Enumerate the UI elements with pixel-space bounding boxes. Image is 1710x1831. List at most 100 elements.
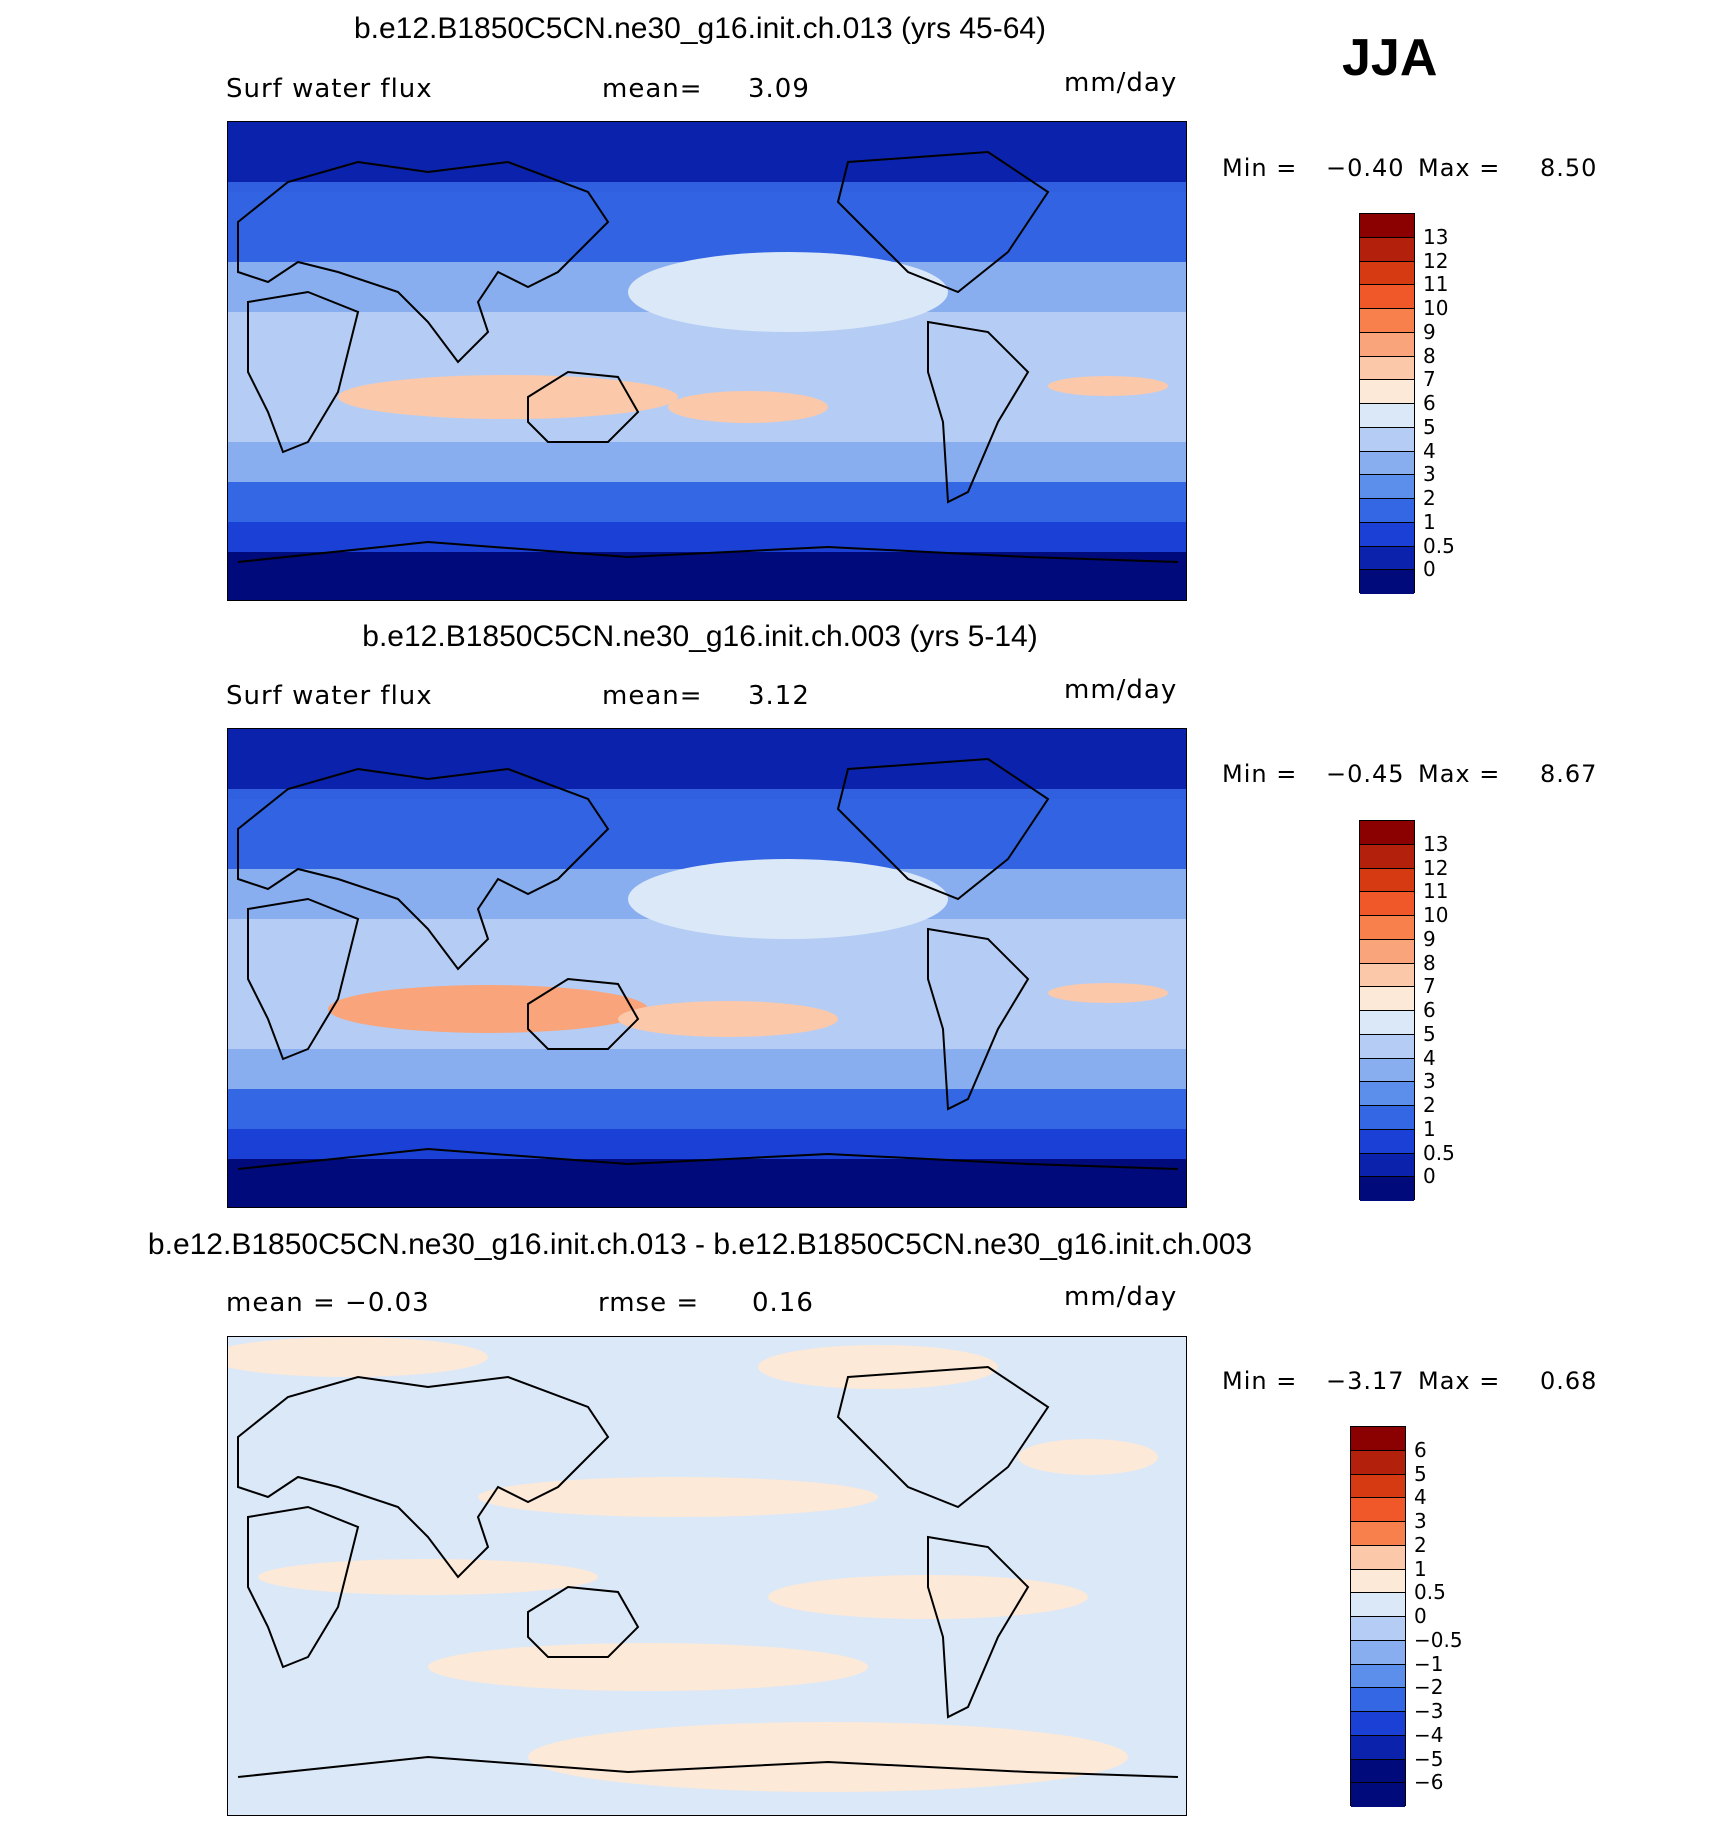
colorbar-segment (1360, 404, 1414, 428)
colorbar-segment (1351, 1522, 1405, 1546)
eurasia-coast (237, 160, 610, 364)
colorbar-segment (1360, 214, 1414, 238)
colorbar-tick-label: 0.5 (1414, 1580, 1446, 1605)
colorbar-tick-label: 0.5 (1423, 533, 1455, 558)
atlantic-warm-band (1048, 983, 1168, 1003)
panel-2-max-label: Max = (1418, 760, 1501, 788)
diff-warm-patch (478, 1477, 878, 1517)
colorbar-tick-label: 5 (1414, 1461, 1427, 1486)
panel-3-mean-text: mean = −0.03 (226, 1288, 430, 1318)
panel-1-colorbar (1359, 213, 1415, 594)
panel-1-field-label: Surf water flux (226, 74, 433, 104)
colorbar-segment (1360, 1082, 1414, 1106)
colorbar-tick-label: 3 (1423, 462, 1436, 487)
indian-ocean-warm-band (338, 375, 678, 419)
midlat-north-band (228, 182, 1186, 272)
panel-1-units: mm/day (1064, 68, 1178, 98)
colorbar-segment (1351, 1450, 1405, 1475)
south-america-coast (927, 320, 1030, 504)
colorbar-segment (1360, 1129, 1414, 1154)
colorbar-tick-label: 5 (1423, 1021, 1436, 1046)
diff-warm-patch (528, 1722, 1128, 1792)
colorbar-segment (1360, 987, 1414, 1011)
colorbar-tick-label: 8 (1423, 950, 1436, 975)
panel-3-map (227, 1336, 1187, 1816)
colorbar-tick-label: −5 (1414, 1746, 1444, 1771)
diff-warm-patch (768, 1575, 1088, 1619)
panel-3-map-svg (228, 1337, 1186, 1815)
colorbar-tick-label: 4 (1423, 1045, 1436, 1070)
colorbar-segment (1351, 1664, 1405, 1689)
colorbar-segment (1360, 356, 1414, 381)
panel-1-min-value: −0.40 (1326, 154, 1405, 182)
australia-coast (527, 1585, 640, 1658)
antarctica-coast (237, 1755, 1179, 1778)
antarctica-coast (237, 1147, 1179, 1170)
eurasia-coast (237, 767, 610, 971)
antarctic-band (228, 1159, 1186, 1207)
colorbar-tick-label: 6 (1423, 998, 1436, 1022)
colorbar-tick-label: 6 (1414, 1437, 1427, 1462)
colorbar-tick-label: 11 (1423, 272, 1449, 297)
colorbar-segment (1351, 1617, 1405, 1641)
colorbar-tick-label: 10 (1423, 903, 1449, 927)
colorbar-segment (1360, 499, 1414, 523)
panel-2-max-value: 8.67 (1540, 760, 1598, 788)
colorbar-segment (1360, 380, 1414, 404)
colorbar-segment (1351, 1498, 1405, 1522)
panel-1-mean-value: 3.09 (748, 74, 810, 104)
colorbar-tick-label: 13 (1423, 831, 1449, 856)
colorbar-segment (1351, 1427, 1405, 1451)
panel-2-mean-value: 3.12 (748, 681, 810, 711)
colorbar-segment (1360, 1153, 1414, 1178)
colorbar-segment (1351, 1759, 1405, 1784)
coastlines (237, 757, 1179, 1170)
colorbar-tick-label: 6 (1423, 391, 1436, 415)
coastlines (237, 150, 1179, 563)
diff-warm-patch (1018, 1439, 1158, 1475)
panel-2-mean-label: mean= (602, 681, 703, 711)
africa-coast (247, 1505, 360, 1669)
colorbar-segment (1360, 963, 1414, 988)
colorbar-segment (1351, 1783, 1405, 1807)
colorbar-tick-label: −2 (1414, 1675, 1444, 1700)
colorbar-tick-label: 4 (1423, 438, 1436, 463)
pacific-pale-zone (628, 252, 948, 332)
colorbar-tick-label: −4 (1414, 1722, 1444, 1747)
colorbar-tick-label: 9 (1423, 319, 1436, 344)
arctic-band (228, 729, 1186, 799)
panel-1-map-svg (228, 122, 1186, 600)
panel-1-max-label: Max = (1418, 154, 1501, 182)
arctic-band (228, 122, 1186, 192)
panel-3-colorbar (1350, 1426, 1406, 1807)
colorbar-segment (1360, 522, 1414, 547)
panel-2-field-label: Surf water flux (226, 681, 433, 711)
australia-coast (527, 370, 640, 443)
colorbar-tick-label: 11 (1423, 879, 1449, 904)
colorbar-tick-label: 1 (1423, 509, 1436, 534)
africa-coast (247, 897, 360, 1061)
panel-2-min-label: Min = (1222, 760, 1298, 788)
panel-3-min-value: −3.17 (1326, 1367, 1405, 1395)
colorbar-tick-label: 13 (1423, 224, 1449, 249)
colorbar-tick-label: 12 (1423, 248, 1449, 273)
colorbar-tick-label: −1 (1414, 1651, 1444, 1676)
antarctica-coast (237, 540, 1179, 563)
panel-3-rmse-value: 0.16 (752, 1288, 814, 1318)
australia-coast (527, 977, 640, 1050)
colorbar-segment (1360, 821, 1414, 845)
indian-ocean-warm-band (328, 985, 648, 1033)
colorbar-segment (1360, 939, 1414, 964)
colorbar-segment (1351, 1545, 1405, 1570)
panel-3-units: mm/day (1064, 1282, 1178, 1312)
north-america-coast (836, 150, 1050, 294)
colorbar-segment (1360, 427, 1414, 452)
colorbar-segment (1360, 892, 1414, 916)
panel-2-colorbar (1359, 820, 1415, 1201)
pacific-pale-zone (628, 859, 948, 939)
colorbar-segment (1360, 1058, 1414, 1083)
colorbar-tick-label: 0 (1414, 1604, 1427, 1628)
colorbar-segment (1360, 1034, 1414, 1059)
coastlines (237, 1365, 1179, 1778)
eurasia-coast (237, 1375, 610, 1579)
